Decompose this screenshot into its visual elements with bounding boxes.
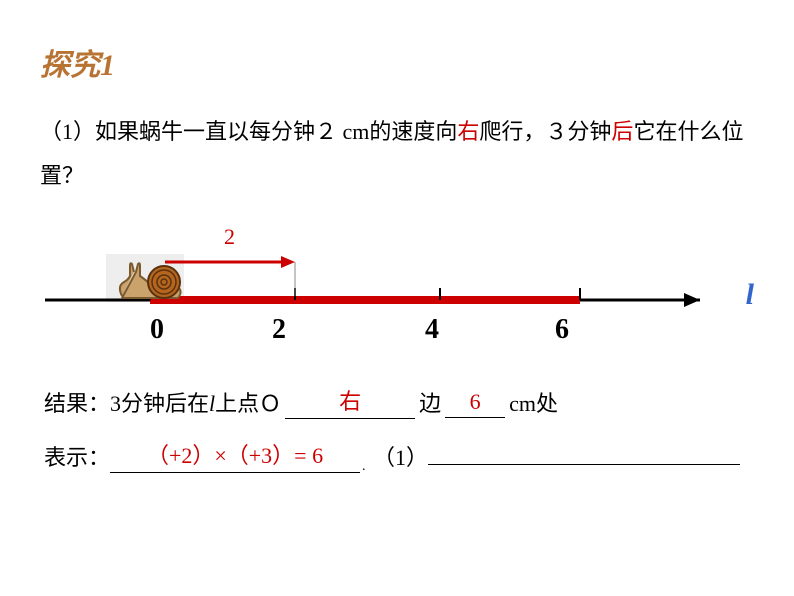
express-tag: （1） — [373, 445, 428, 470]
arrow-label-text: 2 — [224, 224, 235, 249]
question-text: （1）如果蜗牛一直以每分钟２ cm的速度向右爬行，３分钟后它在什么位置？ — [40, 110, 754, 198]
snail-icon — [120, 263, 181, 298]
q-direction: 右 — [457, 119, 479, 144]
express-blank2 — [428, 464, 740, 465]
section-title: 探究1 — [40, 40, 115, 84]
result-prefix: 结果：3分钟后在 — [44, 391, 209, 416]
axis-var-text: l — [746, 278, 754, 311]
result-mid2: 边 — [419, 391, 441, 416]
result-fill-cm: 6 — [470, 389, 481, 414]
expression-sentence: 表示： （+2）×（+3）= 6. （1） — [44, 440, 740, 475]
tick-label-2: 2 — [272, 314, 286, 346]
tick-label-6: 6 — [555, 314, 569, 346]
result-mid1: 上点Ｏ — [215, 391, 281, 416]
axis-variable-l: l — [746, 278, 754, 312]
result-suffix: cm处 — [509, 391, 558, 416]
snail-shell — [148, 266, 180, 298]
red-arrow-head — [281, 256, 295, 268]
result-blank-side: 右 — [285, 386, 415, 419]
express-prefix: 表示： — [44, 445, 110, 470]
title-text: 探究1 — [40, 49, 115, 82]
q-mid1: 爬行，３分钟 — [479, 119, 611, 144]
axis-arrowhead — [684, 293, 700, 307]
result-blank-cm: 6 — [445, 391, 505, 418]
dot-separator: . — [362, 459, 366, 474]
result-sentence: 结果：3分钟后在l上点Ｏ右边6cm处 — [44, 386, 558, 419]
q-prefix: （1）如果蜗牛一直以每分钟２ cm的速度向 — [40, 119, 457, 144]
arrow-label-2: 2 — [224, 224, 235, 250]
number-line-diagram — [40, 240, 754, 370]
tick-label-0: 0 — [150, 314, 164, 346]
express-fill: （+2）×（+3）= 6 — [147, 443, 323, 468]
q-after: 后 — [611, 119, 633, 144]
express-blank: （+2）×（+3）= 6 — [110, 440, 360, 473]
number-line-svg — [40, 240, 754, 370]
tick-label-4: 4 — [425, 314, 439, 346]
result-fill-side: 右 — [339, 389, 361, 414]
